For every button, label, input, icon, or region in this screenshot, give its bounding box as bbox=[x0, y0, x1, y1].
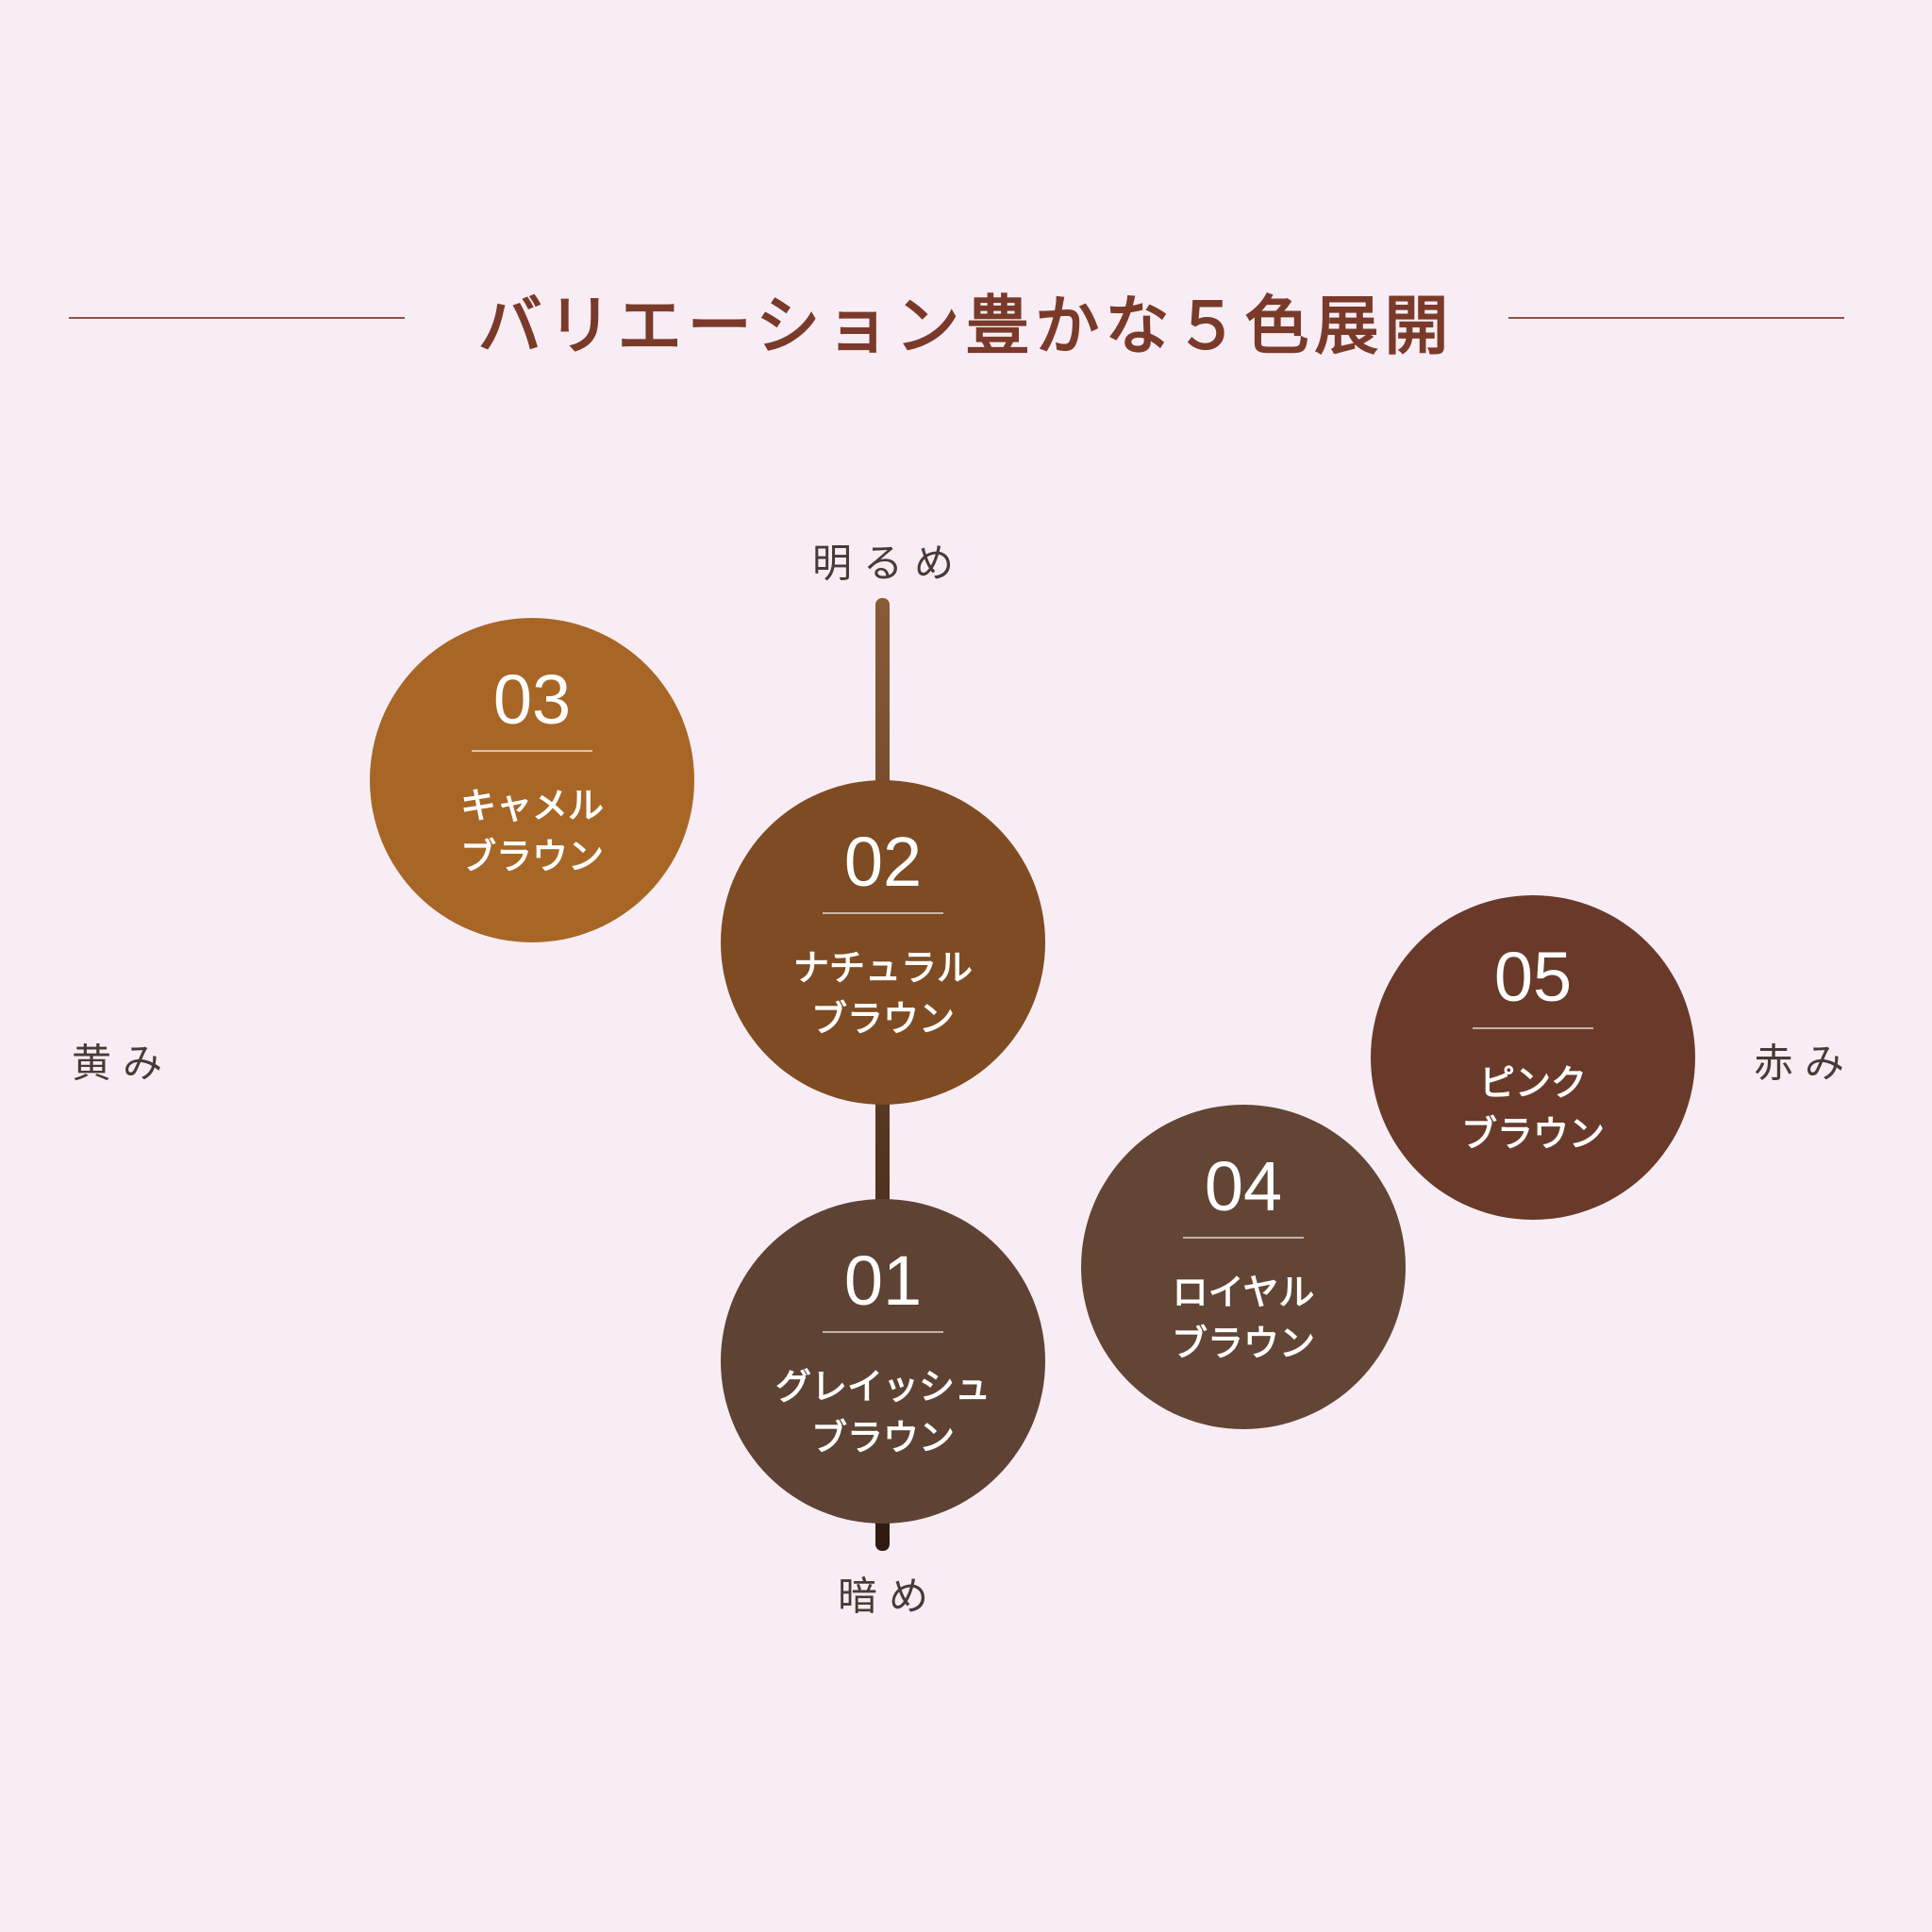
axis-label-bottom: 暗め bbox=[837, 1573, 941, 1620]
variant-name: ロイヤル ブラウン bbox=[1171, 1272, 1315, 1364]
variant-name: キャメル ブラウン bbox=[459, 785, 604, 877]
divider bbox=[1473, 1027, 1593, 1029]
variant-01-circle: 01 グレイッシュ ブラウン bbox=[721, 1199, 1045, 1524]
divider bbox=[1183, 1237, 1304, 1239]
divider bbox=[472, 750, 592, 752]
title-rule-left bbox=[69, 317, 405, 319]
divider bbox=[823, 912, 943, 914]
variant-name: ナチュラル ブラウン bbox=[792, 947, 973, 1040]
divider bbox=[823, 1331, 943, 1333]
variant-05-circle: 05 ピンク ブラウン bbox=[1371, 895, 1695, 1220]
title-rule-right bbox=[1508, 317, 1844, 319]
variant-number: 03 bbox=[492, 660, 572, 739]
variant-number: 01 bbox=[843, 1241, 923, 1320]
variant-number: 05 bbox=[1493, 938, 1573, 1016]
axis-label-top: 明るめ bbox=[811, 540, 966, 587]
variant-number: 04 bbox=[1204, 1147, 1283, 1225]
page-title: バリエーション豊かな５色展開 bbox=[477, 289, 1455, 364]
variant-name: ピンク ブラウン bbox=[1460, 1062, 1605, 1155]
axis-label-right: 赤み bbox=[1753, 1040, 1857, 1087]
variant-name: グレイッシュ ブラウン bbox=[774, 1366, 991, 1458]
variant-03-circle: 03 キャメル ブラウン bbox=[370, 618, 694, 942]
variant-04-circle: 04 ロイヤル ブラウン bbox=[1081, 1105, 1406, 1429]
variant-02-circle: 02 ナチュラル ブラウン bbox=[721, 780, 1045, 1105]
variant-number: 02 bbox=[843, 823, 923, 901]
axis-label-left: 黄み bbox=[71, 1040, 175, 1087]
